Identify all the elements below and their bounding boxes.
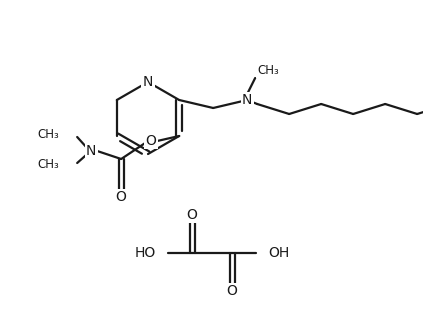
Text: N: N: [86, 144, 96, 158]
Text: O: O: [187, 208, 198, 222]
Text: N: N: [143, 75, 153, 89]
Text: HO: HO: [135, 246, 156, 260]
Text: OH: OH: [268, 246, 289, 260]
Text: CH₃: CH₃: [37, 158, 59, 172]
Text: O: O: [227, 284, 237, 298]
Text: O: O: [116, 190, 126, 204]
Text: N: N: [242, 93, 253, 107]
Text: CH₃: CH₃: [257, 64, 279, 76]
Text: O: O: [146, 134, 157, 148]
Text: CH₃: CH₃: [37, 129, 59, 141]
